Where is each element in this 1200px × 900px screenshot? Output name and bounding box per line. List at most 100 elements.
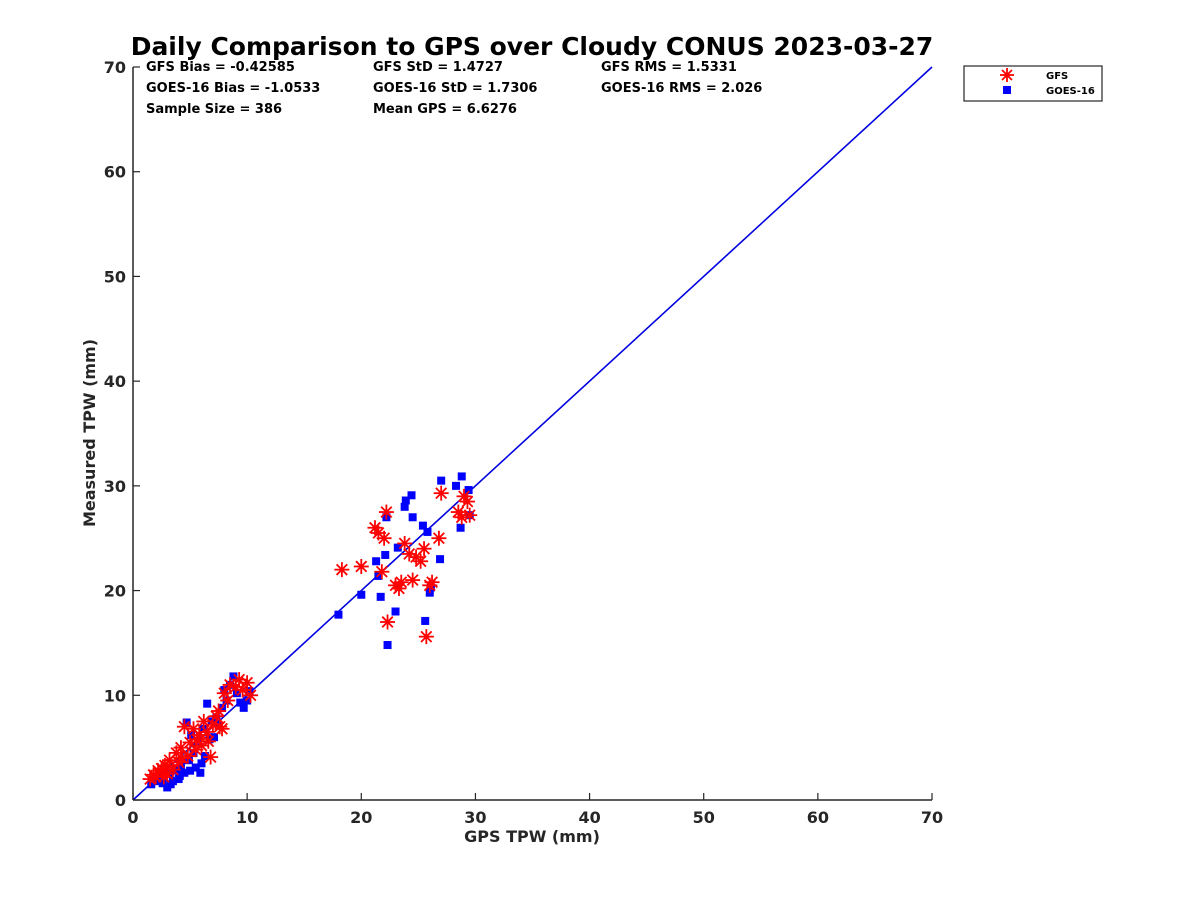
x-tick-label-2: 20 xyxy=(350,808,372,827)
goes16-point xyxy=(197,759,206,768)
legend-goes16-label: GOES-16 xyxy=(1046,86,1095,97)
goes16-point xyxy=(147,780,156,789)
goes16-point xyxy=(239,703,248,712)
goes16-point xyxy=(391,607,400,616)
gfs-series xyxy=(142,485,478,787)
gfs-point xyxy=(433,485,449,501)
gfs-point xyxy=(174,750,190,766)
legend-gfs-asterisk xyxy=(1000,68,1014,82)
goes16-point xyxy=(452,481,461,490)
x-tick-label-1: 10 xyxy=(236,808,258,827)
legend-box xyxy=(963,65,1103,102)
stats-annotations: GFS Bias = -0.42585 GFS StD = 1.4727 GFS… xyxy=(146,60,762,117)
goes16-point xyxy=(357,590,366,599)
gfs-point xyxy=(334,562,350,578)
gfs-point xyxy=(243,687,259,703)
goes16-point xyxy=(436,555,445,564)
y-tick-label-0: 0 xyxy=(115,791,126,810)
goes16-point xyxy=(393,543,402,552)
goes16-point xyxy=(423,527,432,536)
goes16-point xyxy=(196,768,205,777)
reference-line-layer xyxy=(132,66,933,801)
gfs-point xyxy=(424,574,440,590)
goes16-point xyxy=(232,689,241,698)
gfs-point xyxy=(211,703,227,719)
goes16-point xyxy=(400,502,409,511)
goes16-point xyxy=(198,724,207,733)
goes16-point xyxy=(182,718,191,727)
gfs-point xyxy=(235,682,251,698)
gfs-point xyxy=(376,530,392,546)
stat-gfs-std: GFS StD = 1.4727 xyxy=(373,60,503,75)
goes16-point xyxy=(200,752,209,761)
goes16-point xyxy=(172,766,181,775)
goes16-point xyxy=(175,771,184,780)
legend-gfs-label: GFS xyxy=(1046,71,1068,82)
gfs-point xyxy=(203,749,219,765)
stat-mean-gps: Mean GPS = 6.6276 xyxy=(373,102,517,117)
y-tick-label-4: 40 xyxy=(104,372,126,391)
stat-goes-rms: GOES-16 RMS = 2.026 xyxy=(601,81,762,96)
y-tick-label-1: 10 xyxy=(104,686,126,705)
goes16-point xyxy=(381,550,390,559)
y-tick-label-5: 50 xyxy=(104,267,126,286)
y-tick-label-6: 60 xyxy=(104,163,126,182)
goes16-point xyxy=(158,779,167,788)
gfs-point xyxy=(405,572,421,588)
goes16-point xyxy=(186,766,195,775)
stat-gfs-rms: GFS RMS = 1.5331 xyxy=(601,60,737,75)
goes16-point xyxy=(166,780,175,789)
goes16-point xyxy=(187,731,196,740)
stat-goes-std: GOES-16 StD = 1.7306 xyxy=(373,81,537,96)
x-tick-label-3: 30 xyxy=(464,808,486,827)
goes16-point xyxy=(236,698,245,707)
goes16-point xyxy=(437,476,446,485)
gfs-point xyxy=(212,719,228,735)
x-tick-label-6: 60 xyxy=(807,808,829,827)
gfs-point xyxy=(391,580,407,596)
y-tick-label-3: 30 xyxy=(104,477,126,496)
gfs-point xyxy=(462,507,478,523)
goes16-point xyxy=(155,775,164,784)
goes16-point xyxy=(372,557,381,566)
gfs-point xyxy=(459,494,475,510)
y-axis-label: Measured TPW (mm) xyxy=(80,339,99,527)
goes16-point xyxy=(180,768,189,777)
goes16-point xyxy=(418,521,427,530)
gfs-point xyxy=(418,629,434,645)
gfs-point xyxy=(220,693,236,709)
goes16-point xyxy=(408,513,417,522)
goes16-point xyxy=(421,616,430,625)
goes16-point xyxy=(203,699,212,708)
goes16-point xyxy=(243,696,252,705)
goes16-point xyxy=(176,762,185,771)
one-to-one-line xyxy=(132,66,933,801)
stat-sample-size: Sample Size = 386 xyxy=(146,102,282,117)
gfs-point xyxy=(239,675,255,691)
stat-gfs-bias: GFS Bias = -0.42585 xyxy=(146,60,295,75)
gfs-point xyxy=(200,733,216,749)
goes16-point xyxy=(383,641,392,650)
y-tick-label-7: 70 xyxy=(104,58,126,77)
x-tick-label-5: 50 xyxy=(693,808,715,827)
gfs-point xyxy=(380,614,396,630)
gfs-point xyxy=(156,769,172,785)
goes16-point xyxy=(210,733,219,742)
goes16-point xyxy=(184,756,193,765)
gfs-point xyxy=(431,530,447,546)
legend-goes16-marker xyxy=(1003,86,1011,94)
x-tick-label-0: 0 xyxy=(127,808,138,827)
gfs-point xyxy=(393,574,409,590)
goes16-point xyxy=(376,592,385,601)
goes16-point xyxy=(456,523,465,532)
goes16-point xyxy=(191,763,200,772)
gfs-point xyxy=(353,558,369,574)
goes16-point xyxy=(457,472,466,481)
gfs-point xyxy=(378,504,394,520)
gfs-point xyxy=(176,719,192,735)
gfs-point xyxy=(159,758,175,774)
goes16-point xyxy=(229,672,238,681)
goes16-point xyxy=(245,687,254,696)
x-tick-label-4: 40 xyxy=(578,808,600,827)
gfs-point xyxy=(416,541,432,557)
